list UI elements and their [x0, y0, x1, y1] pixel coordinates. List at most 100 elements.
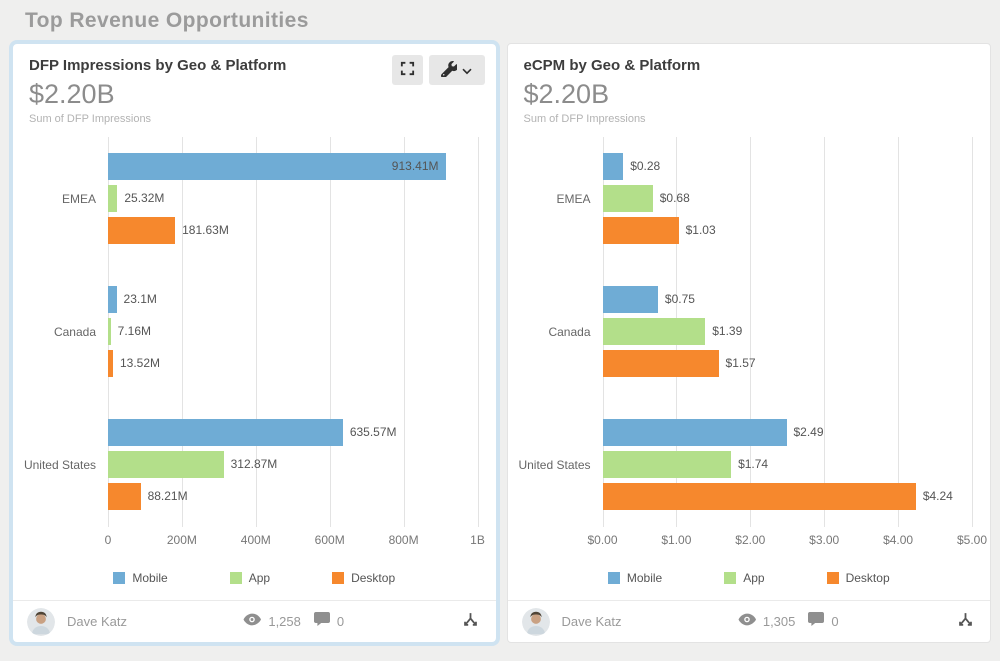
- legend-item-mobile: Mobile: [113, 571, 168, 585]
- legend-label: Desktop: [845, 571, 890, 585]
- category-label: Canada: [548, 324, 591, 339]
- bar-mobile-canada[interactable]: $0.75: [602, 286, 973, 313]
- card-title: eCPM by Geo & Platform: [523, 57, 701, 74]
- page-title: Top Revenue Opportunities: [25, 9, 309, 32]
- bar-fill: [108, 483, 141, 510]
- legend-swatch: [607, 572, 620, 584]
- chart-groups: EMEA $0.28 $0.68 $1.03 Canada $0.75 $1.39 $1.57…: [508, 137, 991, 510]
- bar-desktop-united-states[interactable]: 88.21M: [108, 483, 478, 510]
- bar-value-label: 25.32M: [124, 191, 165, 205]
- bar-desktop-canada[interactable]: 13.52M: [108, 350, 478, 377]
- author-name: Dave Katz: [67, 614, 127, 629]
- axis-tick-label: $0.00: [587, 533, 618, 547]
- category-label: EMEA: [61, 191, 96, 206]
- category-group: EMEA 913.41M 25.32M 181.63M: [13, 153, 496, 244]
- gridline: [824, 137, 826, 527]
- wrench-menu-button[interactable]: [428, 55, 485, 85]
- comment-count: 0: [336, 614, 345, 629]
- lineage-icon: [460, 610, 481, 634]
- bar-fill: [602, 318, 706, 345]
- axis-tick-label: 600M: [314, 533, 345, 547]
- bar-value-label: 312.87M: [230, 457, 278, 471]
- summary-label: Sum of DFP Impressions: [523, 113, 646, 125]
- bar-desktop-emea[interactable]: 181.63M: [108, 217, 478, 244]
- bar-value-label: $0.28: [630, 159, 661, 173]
- bar-value-label: 7.16M: [117, 324, 151, 338]
- bar-value-label: $0.75: [664, 292, 695, 306]
- category-label: EMEA: [556, 191, 591, 206]
- fullscreen-button[interactable]: [391, 55, 423, 85]
- eye-icon: [738, 613, 756, 631]
- bar-chart: EMEA $0.28 $0.68 $1.03 Canada $0.75 $1.39 $1.57…: [508, 137, 991, 551]
- x-axis: 0 200M 400M 600M 800M 1B: [105, 533, 485, 551]
- bar-app-united-states[interactable]: 312.87M: [108, 451, 478, 478]
- card-dfp-impressions[interactable]: DFP Impressions by Geo & Platform $2.20B…: [12, 43, 497, 643]
- bar-fill: [108, 350, 113, 377]
- bar-fill: 913.41M: [108, 153, 446, 180]
- bar-value-label: $1.03: [685, 223, 716, 237]
- category-group: United States 635.57M 312.87M 88.21M: [13, 419, 496, 510]
- axis-tick-label: 800M: [388, 533, 419, 547]
- bar-group: $0.28 $0.68 $1.03: [602, 153, 973, 244]
- gridline: [477, 137, 479, 527]
- bar-desktop-united-states[interactable]: $4.24: [602, 483, 973, 510]
- bar-app-canada[interactable]: $1.39: [602, 318, 973, 345]
- bar-fill: [602, 451, 732, 478]
- summary-value: $2.20B: [523, 79, 610, 109]
- lineage-button[interactable]: [955, 610, 976, 634]
- bar-mobile-emea[interactable]: $0.28: [602, 153, 973, 180]
- chart-legend: Mobile App Desktop: [13, 571, 496, 585]
- bar-value-label: $1.74: [738, 457, 769, 471]
- card-title: DFP Impressions by Geo & Platform: [29, 57, 287, 74]
- wrench-icon: [441, 60, 459, 80]
- bar-value-label: 88.21M: [147, 489, 188, 503]
- legend-item-desktop: Desktop: [332, 571, 395, 585]
- bar-app-emea[interactable]: $0.68: [602, 185, 973, 212]
- footer-stats: 1,258 0: [243, 612, 344, 631]
- gridline: [750, 137, 752, 527]
- card-ecpm[interactable]: eCPM by Geo & Platform $2.20B Sum of DFP…: [506, 43, 991, 643]
- bar-mobile-emea[interactable]: 913.41M: [108, 153, 478, 180]
- legend-label: Mobile: [626, 571, 663, 585]
- fullscreen-icon: [399, 60, 416, 80]
- lineage-button[interactable]: [460, 610, 481, 634]
- bar-group: $0.75 $1.39 $1.57: [602, 286, 973, 377]
- category-label: United States: [23, 457, 96, 472]
- bar-app-emea[interactable]: 25.32M: [108, 185, 478, 212]
- gridline: [972, 137, 973, 527]
- bar-chart: EMEA 913.41M 25.32M 181.63M Canada 23.1M 7.16M…: [13, 137, 496, 551]
- bar-value-label: 23.1M: [123, 292, 157, 306]
- card-toolbar: [391, 55, 485, 85]
- bar-group: 913.41M 25.32M 181.63M: [108, 153, 478, 244]
- bar-fill: [602, 419, 787, 446]
- bar-mobile-united-states[interactable]: $2.49: [602, 419, 973, 446]
- axis-tick-label: $4.00: [883, 533, 914, 547]
- legend-item-app: App: [724, 571, 765, 585]
- card-footer: Dave Katz 1,258 0: [13, 600, 496, 642]
- author-name: Dave Katz: [561, 614, 622, 629]
- bar-value-label: $2.49: [793, 425, 824, 439]
- legend-swatch: [724, 572, 737, 584]
- avatar[interactable]: [521, 607, 550, 636]
- comment-icon: [313, 612, 330, 631]
- legend-label: App: [248, 571, 271, 585]
- bar-fill: [602, 350, 719, 377]
- bar-mobile-canada[interactable]: 23.1M: [108, 286, 478, 313]
- bar-app-united-states[interactable]: $1.74: [602, 451, 973, 478]
- bar-fill: [602, 483, 916, 510]
- x-axis: $0.00 $1.00 $2.00 $3.00 $4.00 $5.00: [587, 533, 987, 551]
- legend-label: Desktop: [351, 571, 396, 585]
- legend-swatch: [229, 572, 242, 584]
- summary-value: $2.20B: [29, 79, 115, 109]
- avatar[interactable]: [27, 607, 55, 636]
- bar-mobile-united-states[interactable]: 635.57M: [108, 419, 478, 446]
- category-label: United States: [518, 457, 591, 472]
- bar-app-canada[interactable]: 7.16M: [108, 318, 478, 345]
- legend-item-desktop: Desktop: [826, 571, 890, 585]
- legend-swatch: [332, 572, 345, 584]
- legend-label: Mobile: [132, 571, 168, 585]
- bar-desktop-emea[interactable]: $1.03: [602, 217, 973, 244]
- legend-label: App: [743, 571, 765, 585]
- legend-item-mobile: Mobile: [607, 571, 663, 585]
- bar-desktop-canada[interactable]: $1.57: [602, 350, 973, 377]
